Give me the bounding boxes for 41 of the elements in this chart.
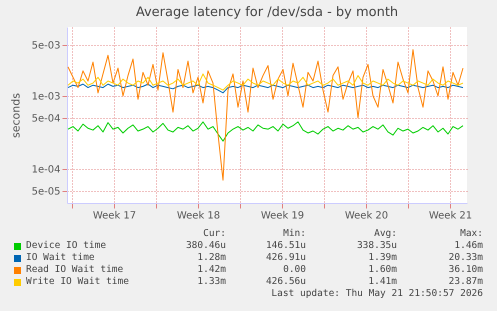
text: 1.41m	[368, 276, 397, 287]
text: 1.42m	[197, 264, 226, 275]
text: Avg:	[374, 228, 397, 239]
text: 426.91u	[266, 252, 306, 263]
text: 1.46m	[454, 240, 483, 251]
text: 1.28m	[197, 252, 226, 263]
text: Max:	[460, 228, 483, 239]
x-tick-label: Week 21	[428, 210, 472, 222]
y-tick-label: 5e-05	[32, 186, 60, 198]
legend-label: Write IO Wait time	[26, 276, 129, 287]
y-tick-label: 1e-04	[32, 164, 60, 176]
text: 23.87m	[448, 276, 483, 287]
text: 146.51u	[266, 240, 306, 251]
text: Last update: Thu May 21 21:50:57 2026	[271, 288, 483, 299]
line-series	[68, 49, 464, 181]
line-series	[68, 121, 464, 142]
y-tick-label: 5e-04	[32, 113, 60, 124]
legend-label: Read IO Wait time	[26, 264, 124, 275]
text: Cur:	[203, 228, 226, 239]
line-series	[68, 84, 464, 94]
legend-label: IO Wait time	[26, 252, 95, 263]
y-axis-title: seconds	[10, 92, 23, 138]
text: 426.56u	[266, 276, 306, 287]
text: 1.60m	[368, 264, 397, 275]
text: Min:	[283, 228, 306, 239]
text: 1.39m	[368, 252, 397, 263]
x-tick-label: Week 18	[176, 210, 220, 222]
text: 1.33m	[197, 276, 226, 287]
text: 20.33m	[448, 252, 483, 263]
text: 338.35u	[356, 240, 397, 251]
line-series	[68, 73, 464, 91]
x-tick-label: Week 20	[344, 210, 388, 222]
y-tick-label: 5e-03	[32, 40, 60, 52]
legend-label: Device IO time	[26, 240, 106, 251]
chart-title: Average latency for /dev/sda - by month	[136, 5, 398, 20]
text: 380.46u	[186, 240, 226, 251]
x-tick-label: Week 19	[260, 210, 304, 222]
y-tick-label: 1e-03	[32, 91, 60, 102]
text: 36.10m	[448, 264, 483, 275]
x-tick-label: Week 17	[92, 210, 136, 222]
text: 0.00	[283, 264, 306, 275]
